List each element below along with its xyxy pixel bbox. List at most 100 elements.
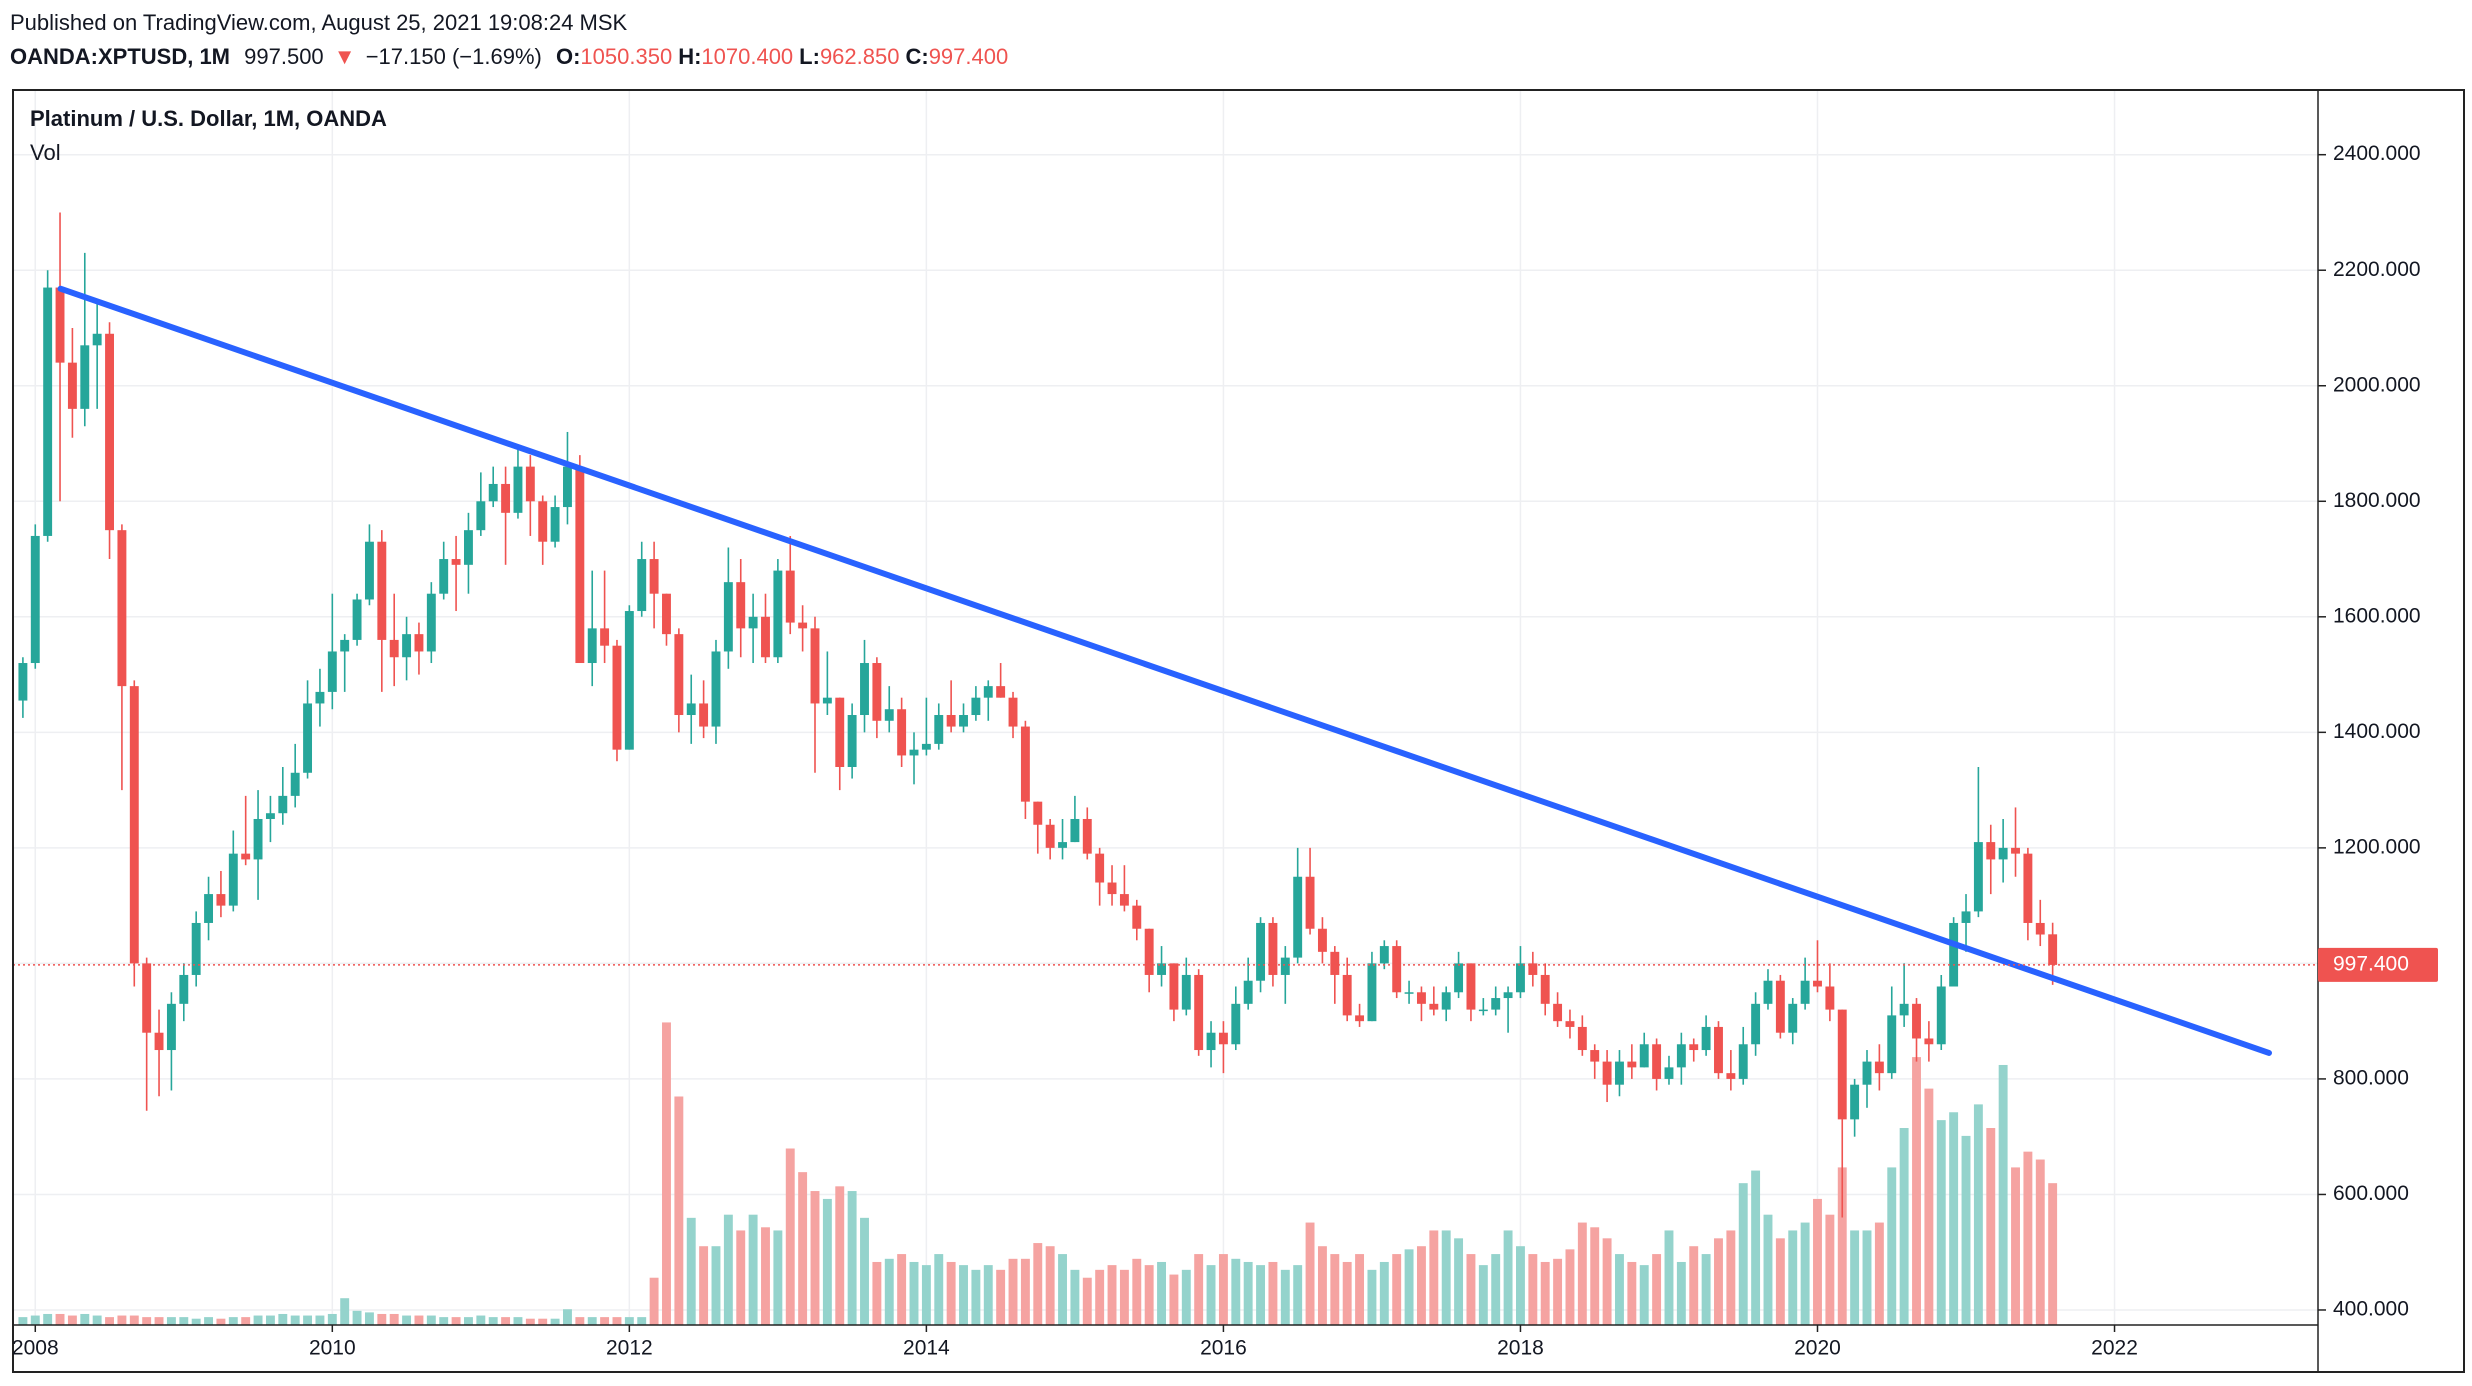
y-tick-label: 800.000 [2333,1066,2409,1089]
candle-body [1342,974,1352,1016]
candle-body [847,715,857,767]
candle-body [934,715,944,744]
candle-body [105,333,114,531]
volume-bar [1441,1230,1451,1325]
y-tick-label: 600.000 [2333,1182,2409,1205]
volume-bar [1751,1170,1761,1325]
candle-body [1280,957,1290,975]
candle-body [587,628,597,664]
candle-body [748,616,758,629]
volume-bar [43,1313,53,1325]
volume-bar [1416,1246,1426,1325]
volume-bar [822,1198,832,1325]
last-price-box [2318,947,2438,982]
volume-bar [1379,1261,1389,1325]
x-tick-label: 2018 [1497,1337,1544,1360]
volume-bar [1590,1227,1600,1325]
candle-body [1949,922,1959,987]
volume-bar [241,1317,251,1325]
volume-bar [1305,1222,1315,1325]
candle-body [451,559,461,565]
candle-body [43,287,53,536]
volume-bar [105,1317,114,1325]
volume-bar [538,1318,548,1325]
volume-bar [204,1317,214,1325]
volume-bar [1268,1261,1278,1325]
candle-body [1070,818,1080,843]
volume-bar [1169,1274,1179,1325]
volume-bar [1503,1230,1513,1325]
volume-bar [1986,1128,1996,1325]
volume-bar [340,1298,350,1325]
x-tick-label: 2008 [12,1337,59,1360]
volume-bar [810,1191,820,1325]
candle-body [1379,946,1389,964]
candle-body [278,795,288,814]
ohlc-value: 1070.400 [701,44,793,69]
volume-bar [1033,1243,1043,1325]
volume-bar [1615,1254,1624,1325]
volume-bar [525,1318,535,1325]
candle-body [439,559,449,594]
candle-body [1553,1003,1563,1022]
y-tick-label: 2400.000 [2333,142,2421,165]
candle-body [624,611,634,750]
candle-body [166,1003,176,1051]
candle-body [736,582,746,629]
candle-body [1850,1084,1860,1120]
candle-body [488,483,498,502]
volume-bar [327,1313,337,1325]
x-tick-label: 2010 [309,1337,356,1360]
volume-bar [1181,1269,1191,1325]
volume-bar [389,1313,399,1325]
volume-bar [117,1315,127,1325]
volume-bar [612,1317,622,1325]
volume-bar [959,1265,968,1325]
candle-body [204,894,214,923]
candle-body [364,541,374,600]
candle-body [563,466,572,508]
candle-body [1478,1009,1488,1012]
chart-frame [12,89,2465,1373]
candle-body [1095,853,1105,883]
volume-bar [662,1022,671,1325]
candle-body [1837,1009,1847,1120]
candle-body [1912,1003,1921,1039]
candle-body [426,593,436,652]
candle-body [1565,1021,1575,1027]
volume-bar [18,1317,28,1325]
candle-body [884,709,894,721]
candle-body [1169,963,1179,1010]
candle-body [191,922,201,975]
volume-bar [1714,1238,1723,1325]
volume-bar [30,1315,40,1325]
volume-bar [674,1096,684,1325]
candle-body [1899,1003,1909,1016]
candle-body [835,697,845,767]
volume-bar [1231,1258,1241,1325]
volume-bar [1218,1254,1228,1325]
candle-body [649,559,659,594]
ohlc-label: C: [905,44,928,69]
published-note: Published on TradingView.com, August 25,… [10,10,628,35]
volume-bar [513,1317,523,1325]
volume-bar [1367,1269,1377,1325]
candle-body [662,593,671,635]
volume-bar [414,1315,424,1325]
volume-bar [1689,1246,1699,1325]
plot-area [13,90,2318,1325]
candle-body [1516,963,1525,993]
candle-body [1317,928,1327,952]
volume-bar [2048,1183,2058,1325]
symbol-line: OANDA:XPTUSD, 1M 997.500 ▼ −17.150 (−1.6… [10,44,1008,69]
candle-body [1887,1015,1897,1074]
candle-body [30,535,40,664]
volume-bar [2035,1159,2045,1325]
volume-bar [761,1227,770,1325]
volume-bar [699,1246,709,1325]
candle-body [513,466,523,513]
candle-body [2011,847,2020,854]
volume-bar [983,1265,993,1325]
candle-body [897,709,907,756]
